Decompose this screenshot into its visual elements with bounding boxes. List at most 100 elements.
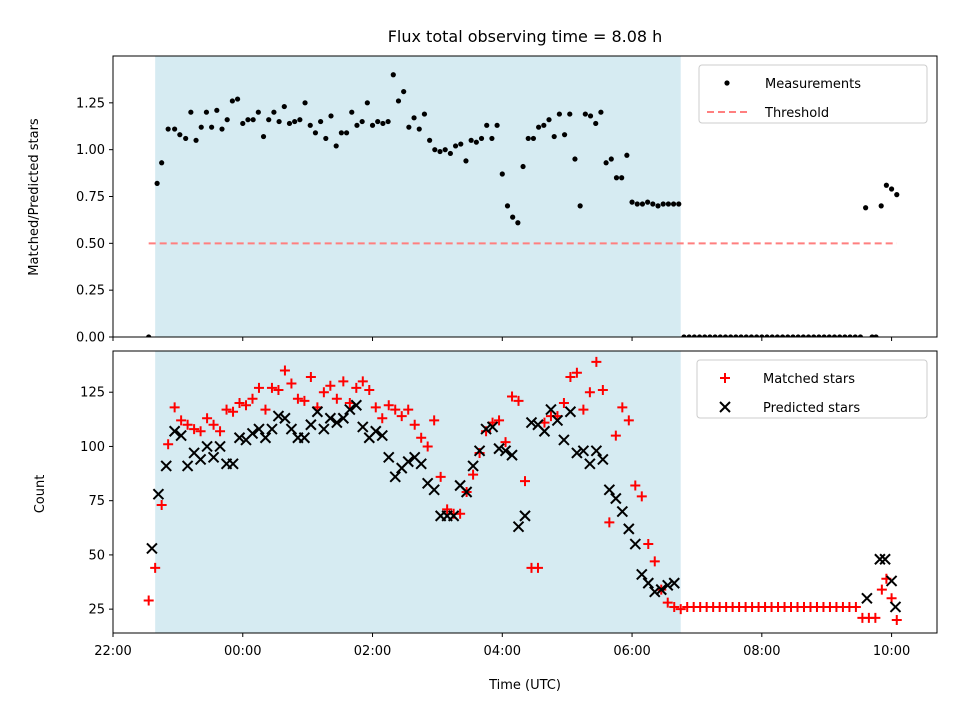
measurement-point (847, 334, 853, 337)
measurement-point (593, 120, 599, 127)
measurement-point (603, 160, 609, 166)
measurement-point (733, 334, 739, 337)
matched-star-point (669, 601, 680, 612)
matched-star-point (357, 376, 368, 387)
predicted-star-point (201, 440, 213, 453)
matched-star-point (886, 593, 897, 604)
matched-star-point (876, 584, 887, 595)
measurement-point (779, 334, 786, 337)
predicted-star-point (480, 423, 492, 435)
matched-star-point (299, 395, 310, 406)
predicted-star-point (305, 419, 317, 431)
matched-star-point (202, 413, 213, 424)
measurement-point (427, 137, 433, 143)
predicted-star-point (629, 538, 642, 550)
top-y-tick-label: 1.25 (76, 96, 105, 111)
measurement-point (577, 203, 583, 209)
measurement-point (785, 334, 791, 337)
legend-label: Measurements (765, 77, 861, 92)
matched-star-point (221, 404, 232, 415)
matched-star-point (617, 402, 628, 413)
measurement-point (561, 132, 568, 138)
measurement-point (878, 203, 884, 209)
predicted-star-point (227, 458, 239, 470)
matched-star-point (247, 393, 258, 404)
measurement-point (702, 334, 708, 337)
predicted-star-point (207, 451, 220, 463)
measurement-point (857, 334, 864, 337)
measurement-point (842, 334, 848, 337)
bottom-marks (143, 356, 902, 625)
top-y-tick-label: 0.00 (76, 331, 105, 346)
matched-star-point (241, 400, 252, 411)
measurement-point (323, 135, 329, 142)
matched-star-point (390, 404, 401, 415)
x-tick-label: 00:00 (224, 644, 261, 659)
measurement-point (214, 107, 220, 113)
measurement-point (219, 126, 225, 132)
measurement-point (271, 109, 277, 115)
bottom-shaded-span (155, 351, 681, 633)
measurement-point (691, 334, 697, 337)
measurement-point (297, 117, 303, 123)
measurement-point (359, 118, 365, 125)
matched-star-point (891, 614, 902, 625)
x-tick-label: 06:00 (613, 644, 650, 659)
measurement-point (172, 126, 178, 132)
measurement-point (447, 150, 453, 157)
matched-star-point (370, 402, 381, 413)
matched-star-point (364, 385, 375, 396)
measurement-point (717, 334, 723, 337)
measurement-point (811, 334, 817, 337)
measurement-point (821, 334, 827, 337)
top-shaded-span (155, 56, 681, 337)
measurement-point (478, 135, 485, 142)
measurement-point (598, 109, 604, 115)
measurement-point (463, 158, 469, 164)
measurement-point (686, 334, 692, 337)
predicted-star-point (357, 421, 369, 433)
matched-star-point (442, 504, 453, 515)
measurement-point (826, 334, 832, 337)
measurement-point (177, 132, 183, 138)
matched-star-point (195, 426, 206, 437)
x-tick-label: 02:00 (354, 644, 391, 659)
measurement-point (510, 214, 516, 220)
measurement-point (707, 334, 713, 337)
x-tick-label: 08:00 (743, 644, 780, 659)
bottom-series-3 (861, 553, 902, 613)
predicted-star-point (662, 579, 674, 591)
predicted-star-point (486, 421, 499, 433)
measurement-point (292, 118, 298, 125)
predicted-star-point (499, 445, 512, 457)
measurement-point (655, 203, 661, 209)
measurement-point (795, 334, 801, 337)
measurement-point (302, 100, 308, 106)
measurement-point (608, 156, 614, 162)
measurement-point (401, 88, 407, 95)
predicted-star-point (311, 406, 324, 418)
matched-star-point (182, 419, 193, 430)
predicted-star-point (519, 510, 531, 522)
measurement-point (380, 120, 386, 127)
measurement-point (276, 118, 282, 125)
predicted-star-point (655, 583, 667, 596)
bottom-y-axis-label: Count (33, 475, 48, 514)
bottom-y-tick-label: 100 (80, 440, 105, 455)
bottom-series-0 (143, 356, 686, 615)
matched-star-point (143, 595, 154, 606)
measurement-point (852, 334, 858, 337)
predicted-star-point (473, 445, 486, 457)
measurement-point (525, 135, 531, 142)
predicted-star-point (383, 451, 395, 463)
measurement-point (494, 122, 500, 128)
predicted-star-point (194, 453, 207, 466)
measurement-point (629, 199, 635, 205)
legend-label: Predicted stars (763, 401, 860, 416)
predicted-star-point (331, 416, 343, 429)
measurement-point (328, 113, 334, 119)
measurement-point (712, 334, 718, 337)
legend-label: Matched stars (763, 372, 855, 387)
measurement-point (613, 175, 620, 181)
measurement-point (343, 130, 350, 136)
